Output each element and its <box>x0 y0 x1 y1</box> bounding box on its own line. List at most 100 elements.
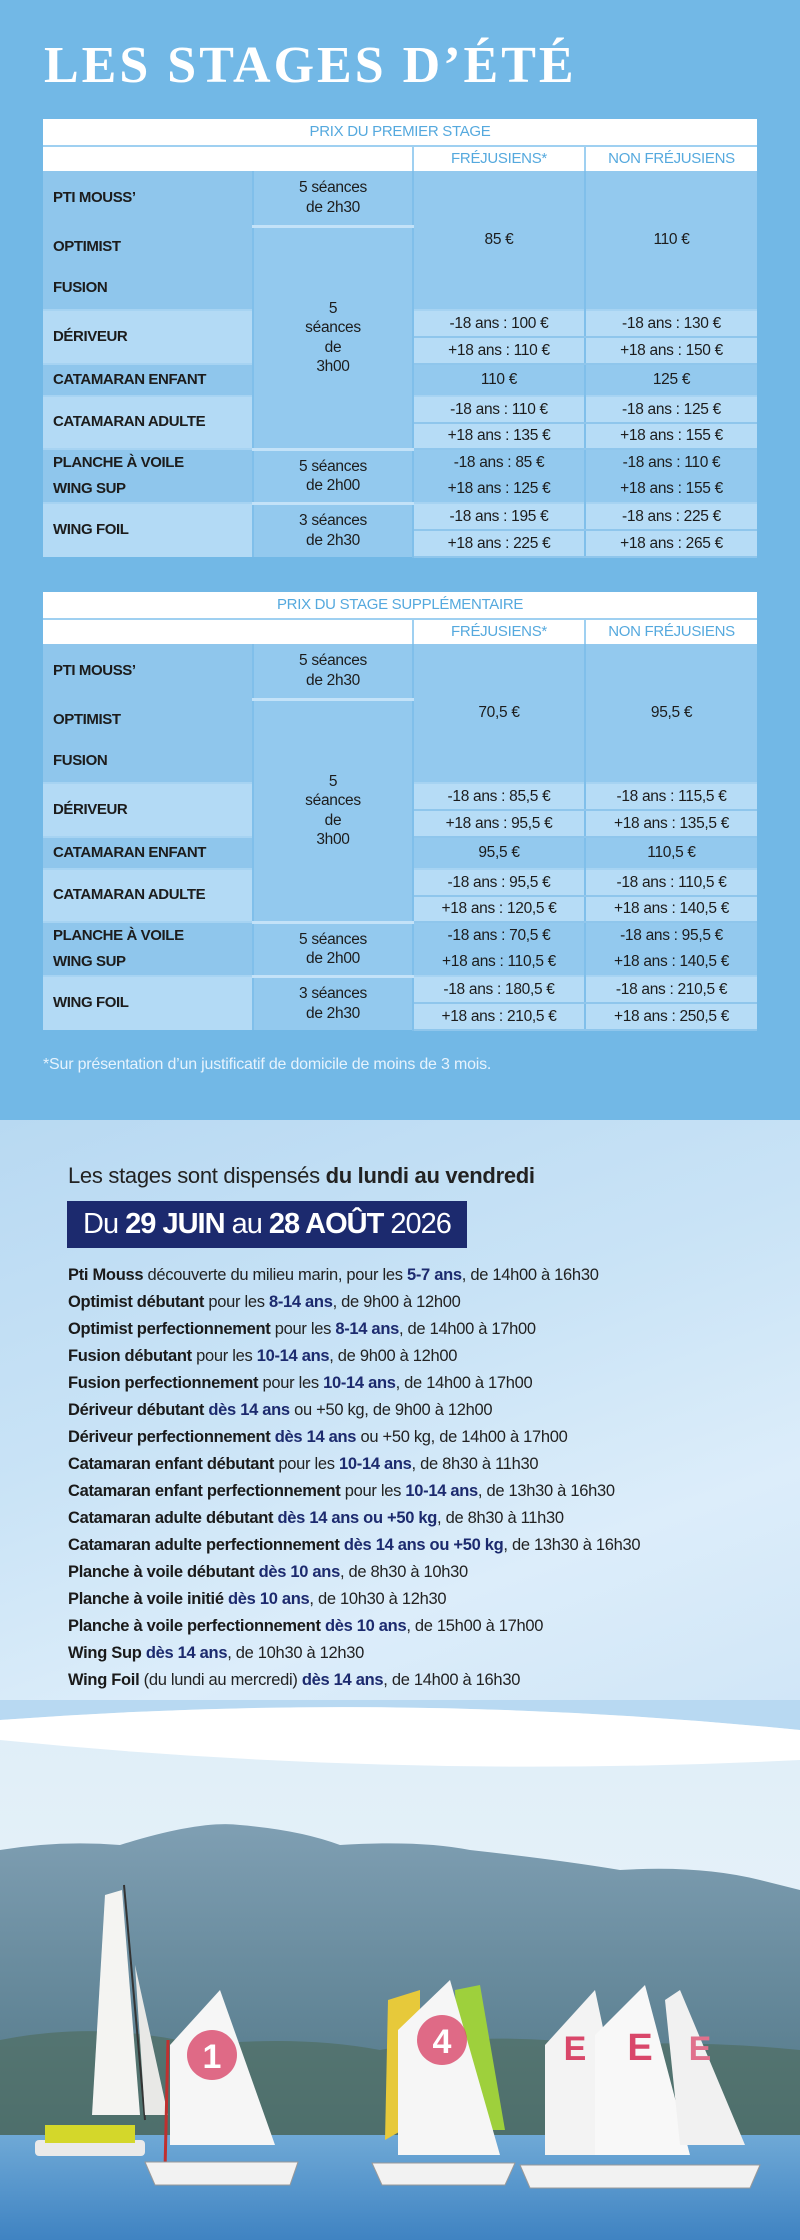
price-wing-foil-over18-frejusiens: +18 ans : 210,5 € <box>412 1003 585 1031</box>
price-cat_adulte-under18-non-frejusiens: -18 ans : 110,5 € <box>583 868 758 897</box>
label-wing-sup: WING SUP <box>43 949 253 976</box>
age-requirement: dès 14 ans <box>301 1671 384 1689</box>
column-header-frejusiens: FRÉJUSIENS* <box>412 619 585 644</box>
sailing-dinghies-photo: 1 4 E E E <box>0 1700 800 2240</box>
activity-name: Optimist perfectionnement <box>68 1320 271 1338</box>
header-blank <box>43 619 413 644</box>
activity-name: Pti Mouss <box>68 1266 144 1284</box>
table-row: PLANCHE À VOILE 5 séances de 2h00 -18 ans :… <box>43 921 758 978</box>
price-wing-foil-under18-non-frejusiens: -18 ans : 210,5 € <box>583 975 758 1004</box>
table-row: CATAMARAN ENFANT 95,5 €110,5 € <box>43 836 758 869</box>
price-planche-under18-non-frejusiens: -18 ans : 95,5 € <box>583 921 758 949</box>
label-wing-sup: WING SUP <box>43 476 253 503</box>
label-pti-mouss: PTI MOUSS’ <box>43 171 253 226</box>
price-deriveur-under18-frejusiens: -18 ans : 85,5 € <box>412 782 585 811</box>
table-row: FRÉJUSIENS* NON FRÉJUSIENS <box>43 146 758 171</box>
schedule-detail: , de 10h30 à 12h30 <box>309 1590 447 1608</box>
table-row: DÉRIVEUR -18 ans : 85,5 € -18 ans : 115,5 … <box>43 782 758 837</box>
price-base-frejusiens: 85 € <box>412 171 585 310</box>
table-title: PRIX DU PREMIER STAGE <box>43 119 758 147</box>
price-wing-foil-over18-frejusiens: +18 ans : 225 € <box>412 530 585 558</box>
table-row: WING SUP +18 ans : 125 € +18 ans : 155 € <box>43 476 758 503</box>
table-row: CATAMARAN ADULTE -18 ans : 95,5 € -18 ans … <box>43 868 758 922</box>
table-row: +18 ans : 210,5 € +18 ans : 250,5 € <box>43 1003 758 1031</box>
schedule-detail: ou +50 kg, de 9h00 à 12h00 <box>289 1401 493 1419</box>
label-deriveur: DÉRIVEUR <box>43 782 253 837</box>
duration-main: 5 séances de 3h00 <box>252 226 414 451</box>
price-planche-under18-non-frejusiens: -18 ans : 110 € <box>583 448 758 476</box>
schedule-detail: , de 8h30 à 11h30 <box>437 1509 564 1527</box>
activity-name: Dériveur débutant <box>68 1401 209 1419</box>
table-row: PRIX DU STAGE SUPPLÉMENTAIRE <box>43 592 758 620</box>
duration-wing-foil: 3 séances de 2h30 <box>252 975 414 1030</box>
price-cat_adulte-over18-non-frejusiens: +18 ans : 140,5 € <box>583 895 758 923</box>
age-requirement: dès 14 ans ou +50 kg <box>343 1536 504 1554</box>
table-row: WING SUP +18 ans : 110,5 € +18 ans : 140,5… <box>43 949 758 976</box>
schedule-detail: , de 8h30 à 10h30 <box>339 1563 468 1581</box>
catamaran <box>35 1884 168 2156</box>
table-row: OPTIMIST 5 séances de 3h00 <box>43 699 757 924</box>
price-cat_adulte-over18-frejusiens: +18 ans : 135 € <box>412 422 585 450</box>
price-base-non-frejusiens: 110 € <box>583 171 758 310</box>
schedule-item: Catamaran adulte perfectionnement dès 14… <box>68 1532 788 1559</box>
label-catamaran-enfant: CATAMARAN ENFANT <box>43 836 253 869</box>
schedule-intro: Les stages sont dispensés du lundi au ve… <box>68 1163 535 1189</box>
schedule-detail: , de 10h30 à 12h30 <box>227 1644 365 1662</box>
price-cat-enfant-frejusiens: 95,5 € <box>412 836 585 869</box>
table-title: PRIX DU STAGE SUPPLÉMENTAIRE <box>43 592 758 620</box>
price-planche-under18-frejusiens: -18 ans : 85 € <box>412 448 585 476</box>
label-cat_adulte: CATAMARAN ADULTE <box>43 395 253 449</box>
dinghy-4: 4 <box>371 1980 516 2186</box>
schedule-detail: , de 9h00 à 12h00 <box>332 1293 461 1311</box>
price-wing-foil-under18-non-frejusiens: -18 ans : 225 € <box>583 502 758 531</box>
price-deriveur-under18-non-frejusiens: -18 ans : 115,5 € <box>583 782 758 811</box>
age-requirement: dès 14 ans <box>274 1428 357 1446</box>
table-row: +18 ans : 95,5 € +18 ans : 135,5 € <box>43 810 758 838</box>
first-stage-price-table: PRIX DU PREMIER STAGE FRÉJUSIENS* NON FRÉJ… <box>43 119 758 558</box>
schedule-item: Pti Mouss découverte du milieu marin, po… <box>68 1262 788 1289</box>
activity-name: Catamaran adulte débutant <box>68 1509 278 1527</box>
price-deriveur-under18-non-frejusiens: -18 ans : 130 € <box>583 309 758 338</box>
activity-name: Catamaran adulte perfectionnement <box>68 1536 344 1554</box>
schedule-detail: , de 14h00 à 16h30 <box>383 1671 521 1689</box>
activity-name: Wing Sup <box>68 1644 146 1662</box>
svg-text:E: E <box>689 2030 712 2068</box>
table-row: WING FOIL 3 séances de 2h30 -18 ans : 180,5… <box>43 975 758 1030</box>
schedule-detail: pour les <box>258 1374 324 1392</box>
duration-planche: 5 séances de 2h00 <box>252 921 414 978</box>
table-row: FRÉJUSIENS* NON FRÉJUSIENS <box>43 619 758 644</box>
label-fusion: FUSION <box>43 268 253 310</box>
schedule-item: Planche à voile perfectionnement dès 10 … <box>68 1613 788 1640</box>
age-requirement: dès 10 ans <box>258 1563 341 1581</box>
table-row: +18 ans : 225 € +18 ans : 265 € <box>43 530 758 558</box>
schedule-detail: , de 13h30 à 16h30 <box>503 1536 641 1554</box>
svg-text:E: E <box>627 2027 652 2069</box>
table-row: FUSION <box>43 741 757 783</box>
schedule-detail: , de 13h30 à 16h30 <box>477 1482 615 1500</box>
schedule-detail: pour les <box>204 1293 269 1311</box>
table-row: CATAMARAN ADULTE -18 ans : 110 € -18 ans :… <box>43 395 758 449</box>
duration-pti-mouss: 5 séances de 2h30 <box>252 171 414 228</box>
schedule-item: Fusion débutant pour les 10-14 ans, de 9… <box>68 1343 788 1370</box>
label-fusion: FUSION <box>43 741 253 783</box>
schedule-item: Wing Foil (du lundi au mercredi) dès 14 … <box>68 1667 788 1694</box>
duration-planche: 5 séances de 2h00 <box>252 448 414 505</box>
schedule-item: Planche à voile débutant dès 10 ans, de … <box>68 1559 788 1586</box>
schedule-item: Wing Sup dès 14 ans, de 10h30 à 12h30 <box>68 1640 788 1667</box>
column-header-non-frejusiens: NON FRÉJUSIENS <box>583 146 758 171</box>
table-row: FUSION <box>43 268 757 310</box>
price-planche-over18-non-frejusiens: +18 ans : 155 € <box>583 476 758 503</box>
price-deriveur-over18-frejusiens: +18 ans : 110 € <box>412 337 585 365</box>
label-pti-mouss: PTI MOUSS’ <box>43 644 253 699</box>
date-range-banner: Du 29 JUIN au 28 AOÛT 2026 <box>67 1201 467 1248</box>
activity-name: Planche à voile perfectionnement <box>68 1617 325 1635</box>
price-base-frejusiens: 70,5 € <box>412 644 585 783</box>
label-optimist: OPTIMIST <box>43 226 253 268</box>
schedule-item: Optimist débutant pour les 8-14 ans, de … <box>68 1289 788 1316</box>
age-requirement: 10-14 ans <box>405 1482 478 1500</box>
price-base-non-frejusiens: 95,5 € <box>583 644 758 783</box>
column-header-frejusiens: FRÉJUSIENS* <box>412 146 585 171</box>
schedule-detail: découverte du milieu marin, pour les <box>143 1266 407 1284</box>
activity-name: Dériveur perfectionnement <box>68 1428 275 1446</box>
date-du: Du <box>83 1208 126 1240</box>
